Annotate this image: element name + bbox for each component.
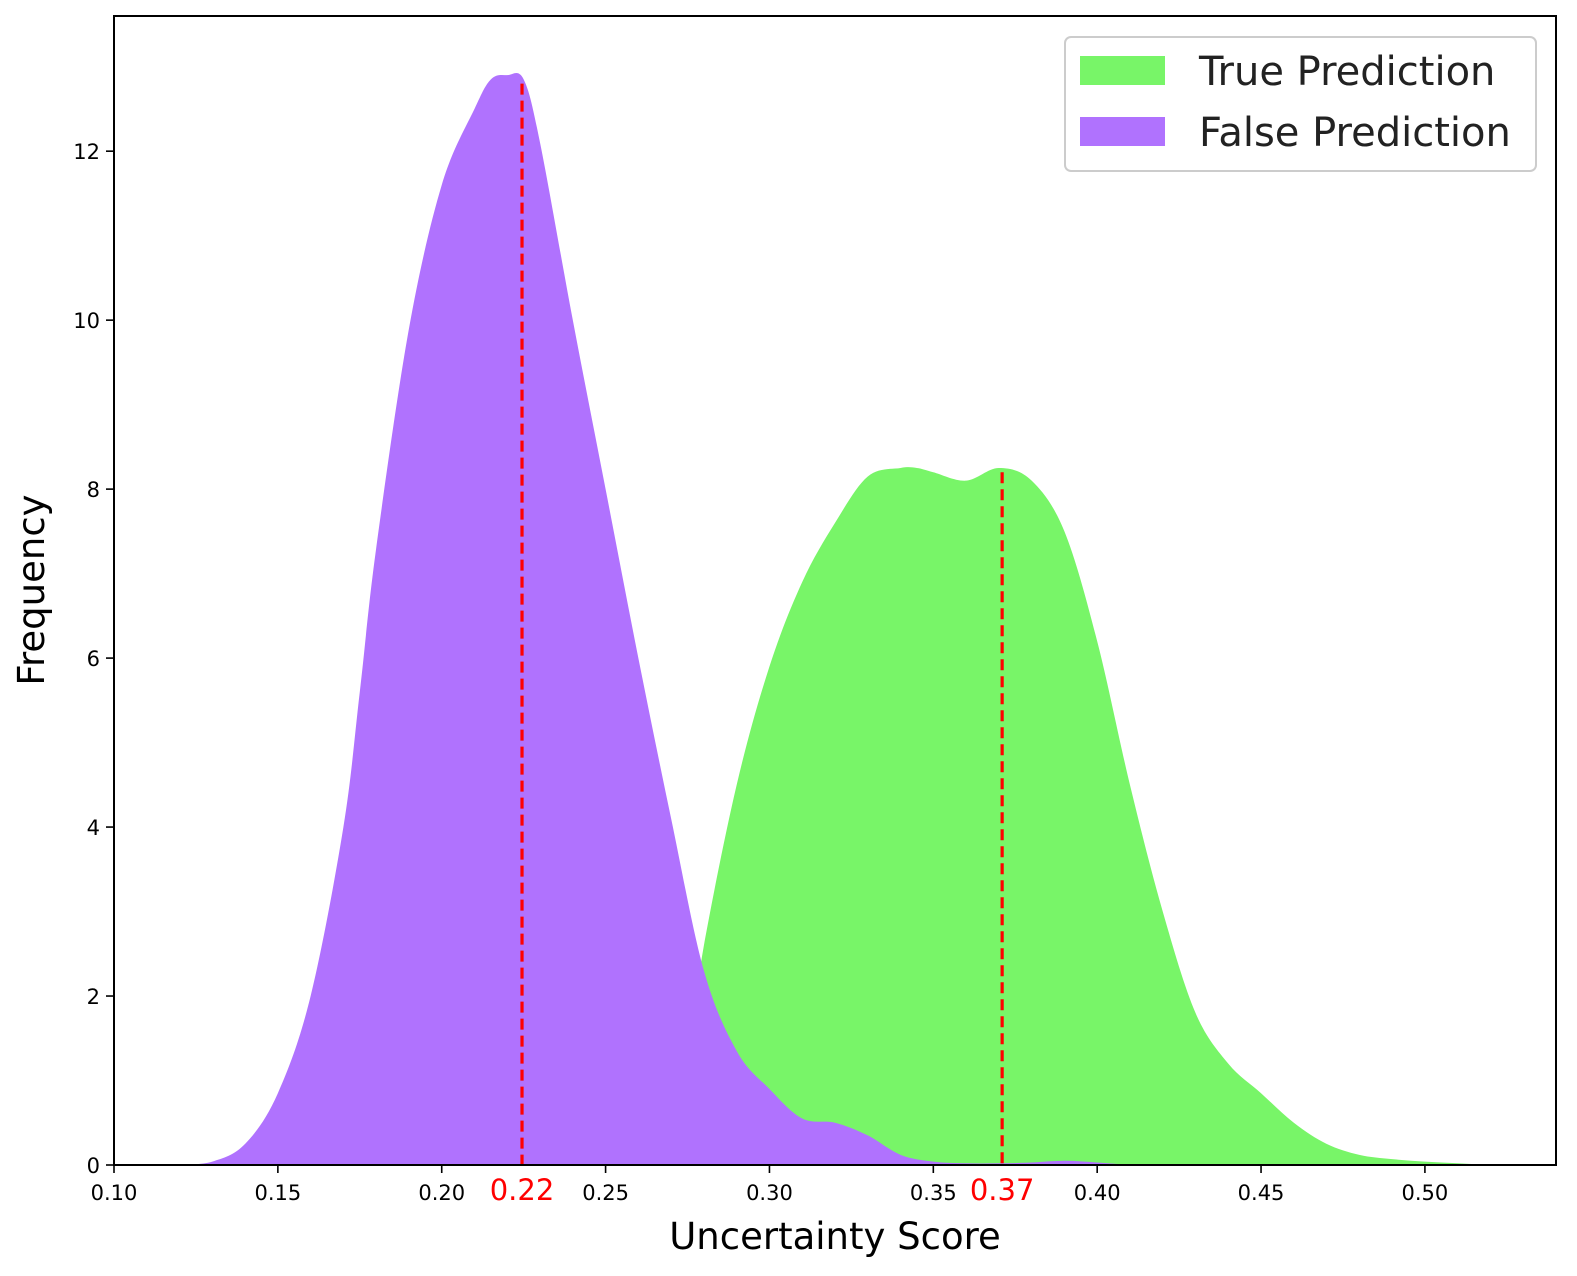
x-tick-label: 0.20 bbox=[418, 1181, 465, 1205]
x-axis-title: Uncertainty Score bbox=[669, 1215, 1001, 1258]
x-tick-label: 0.50 bbox=[1402, 1181, 1449, 1205]
y-axis-ticks: 0 2 4 6 8 10 12 bbox=[73, 140, 114, 1178]
legend-swatch-false-prediction bbox=[1080, 117, 1165, 146]
legend-label-true-prediction: True Prediction bbox=[1198, 49, 1495, 95]
y-tick-label: 6 bbox=[87, 647, 100, 671]
y-tick-label: 2 bbox=[87, 985, 100, 1009]
density-series-layer bbox=[179, 72, 1491, 1166]
y-axis-title: Frequency bbox=[10, 494, 53, 685]
x-tick-label: 0.35 bbox=[910, 1181, 957, 1205]
x-tick-label: 0.45 bbox=[1238, 1181, 1285, 1205]
y-tick-label: 8 bbox=[87, 478, 100, 502]
x-tick-label: 0.30 bbox=[746, 1181, 793, 1205]
x-axis-ticks: 0.10 0.15 0.20 0.25 0.30 0.35 0.40 0.45 0.50 bbox=[91, 1165, 1449, 1205]
legend-box bbox=[1064, 36, 1537, 172]
density-area-false-prediction bbox=[179, 72, 1130, 1166]
legend: True Prediction False Prediction bbox=[1064, 36, 1537, 172]
x-tick-label: 0.15 bbox=[254, 1181, 301, 1205]
y-tick-label: 12 bbox=[73, 140, 100, 164]
y-tick-label: 0 bbox=[87, 1154, 100, 1178]
x-tick-label: 0.25 bbox=[582, 1181, 629, 1205]
y-tick-label: 10 bbox=[73, 309, 100, 333]
x-tick-label: 0.40 bbox=[1074, 1181, 1121, 1205]
mean-label-1: 0.37 bbox=[970, 1173, 1035, 1207]
mean-lines-layer: 0.22 0.37 bbox=[490, 83, 1035, 1207]
plot-frame bbox=[113, 15, 1557, 1166]
x-tick-label: 0.10 bbox=[91, 1181, 138, 1205]
density-area-true-prediction bbox=[621, 467, 1491, 1165]
mean-label-0: 0.22 bbox=[490, 1173, 555, 1207]
legend-swatch-true-prediction bbox=[1080, 56, 1165, 85]
legend-label-false-prediction: False Prediction bbox=[1199, 110, 1511, 156]
y-tick-label: 4 bbox=[87, 816, 100, 840]
